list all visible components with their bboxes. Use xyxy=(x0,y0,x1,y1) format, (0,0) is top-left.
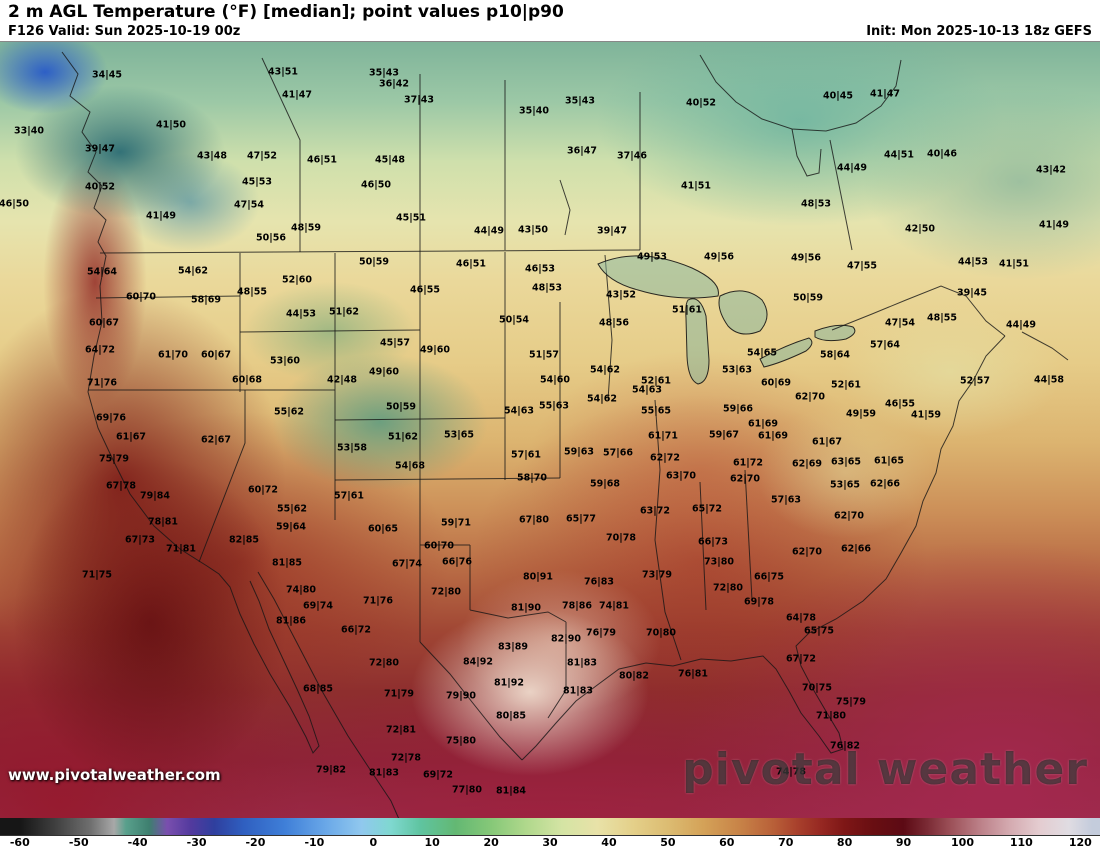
valid-time-label: F126 Valid: Sun 2025-10-19 00z xyxy=(8,24,241,39)
colorbar-tick-label: 50 xyxy=(660,836,676,849)
map-area[interactable]: www.pivotalweather.com pivotal weather xyxy=(0,42,1100,818)
colorbar-gradient xyxy=(0,818,1100,836)
colorbar-ticks: -60 -50 -40 -30 -20 -10 0 10 20 30 40 50 60 70 80 90 100… xyxy=(0,836,1100,850)
colorbar-tick-label: 30 xyxy=(542,836,558,849)
colorbar: -60 -50 -40 -30 -20 -10 0 10 20 30 40 50 60 70 80 90 100… xyxy=(0,818,1100,850)
colorbar-tick-label: -40 xyxy=(127,836,148,849)
colorbar-tick-label: -50 xyxy=(68,836,89,849)
colorbar-tick-label: -10 xyxy=(304,836,325,849)
colorbar-tick-label: -30 xyxy=(186,836,207,849)
colorbar-tick-label: -20 xyxy=(245,836,266,849)
colorbar-tick-label: 90 xyxy=(895,836,912,849)
init-time-label: Init: Mon 2025-10-13 18z GEFS xyxy=(866,24,1092,39)
colorbar-tick-label: 110 xyxy=(1009,836,1033,849)
colorbar-tick-label: 0 xyxy=(369,836,378,849)
colorbar-tick-label: -60 xyxy=(9,836,30,849)
colorbar-tick-label: 60 xyxy=(719,836,735,849)
watermark-brand: pivotal weather xyxy=(682,744,1088,795)
colorbar-tick-label: 100 xyxy=(951,836,974,849)
watermark-url: www.pivotalweather.com xyxy=(8,766,221,784)
header: 2 m AGL Temperature (°F) [median]; point… xyxy=(0,0,1100,42)
colorbar-tick-label: 80 xyxy=(836,836,853,849)
map-title: 2 m AGL Temperature (°F) [median]; point… xyxy=(8,2,564,22)
colorbar-tick-label: 20 xyxy=(483,836,499,849)
colorbar-tick-label: 120 xyxy=(1068,836,1092,849)
colorbar-tick-label: 70 xyxy=(778,836,794,849)
temperature-field xyxy=(0,42,1100,818)
colorbar-tick-label: 40 xyxy=(601,836,617,849)
colorbar-tick-label: 10 xyxy=(424,836,440,849)
